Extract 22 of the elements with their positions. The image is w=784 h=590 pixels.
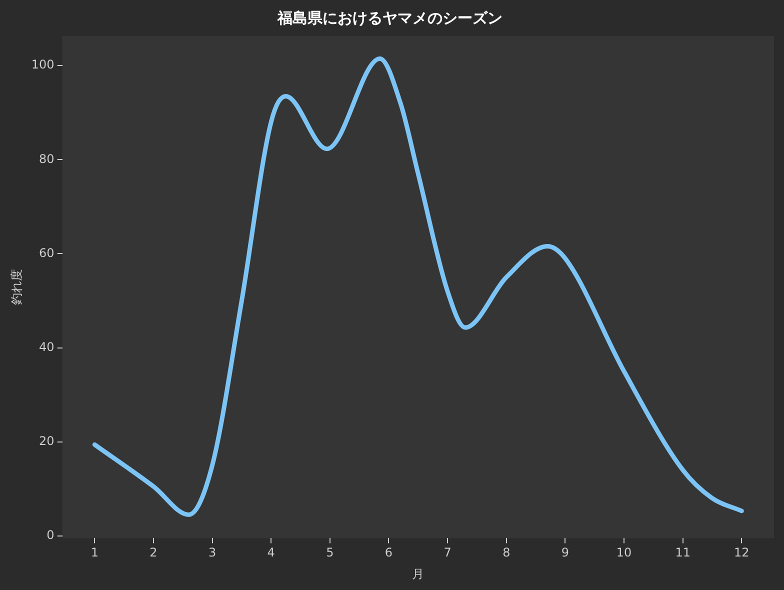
- line-series: [92, 56, 744, 517]
- x-tick-label: 2: [150, 546, 158, 560]
- x-tick-label: 10: [616, 546, 632, 560]
- x-tick-label: 5: [326, 546, 334, 560]
- x-tick-label: 9: [561, 546, 570, 560]
- x-tick-label: 7: [444, 546, 452, 560]
- x-tick-label: 1: [90, 546, 98, 560]
- x-axis-title: 月: [412, 566, 424, 581]
- y-tick-label: 40: [39, 340, 54, 354]
- y-tick-label: 0: [46, 528, 54, 542]
- y-tick-label: 20: [39, 434, 54, 448]
- y-tick-label: 60: [39, 246, 54, 260]
- x-tick-label: 4: [267, 546, 275, 560]
- y-tick-label: 100: [31, 58, 54, 72]
- y-axis-title: 釣れ度: [9, 269, 24, 306]
- x-tick-label: 12: [734, 546, 750, 560]
- x-tick-label: 3: [208, 546, 216, 560]
- x-tick-label: 11: [675, 546, 690, 560]
- x-tick-label: 6: [384, 546, 393, 560]
- y-tick-label: 80: [39, 152, 54, 166]
- chart-title: 福島県におけるヤマメのシーズン: [276, 8, 502, 27]
- x-tick-label: 8: [502, 546, 510, 560]
